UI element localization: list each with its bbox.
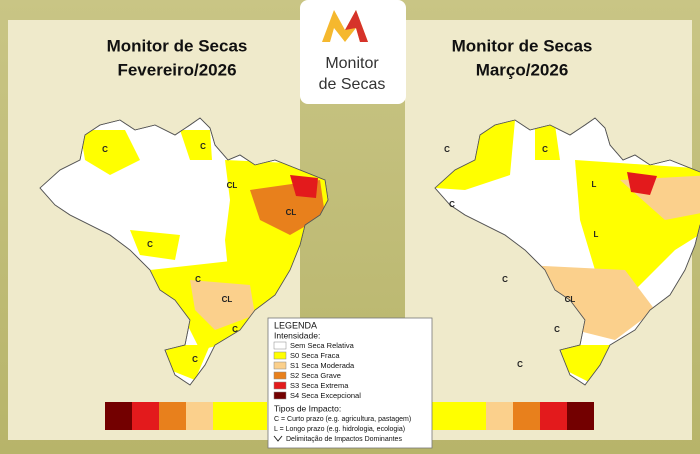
- map-title: Monitor de Secas: [452, 36, 593, 55]
- logo-mark: [345, 10, 368, 42]
- impact-label: C: [542, 145, 548, 154]
- impact-label: C: [554, 325, 560, 334]
- legend-label: S2 Seca Grave: [290, 371, 341, 380]
- map-title: Monitor de Secas: [107, 36, 248, 55]
- impact-label: CL: [565, 295, 576, 304]
- logo-text: de Secas: [319, 76, 386, 93]
- bar-segment: [459, 402, 486, 430]
- bar-segment: [432, 402, 459, 430]
- legend-swatch: [273, 371, 287, 380]
- color-bar: [105, 402, 594, 430]
- impact-label: C: [232, 325, 238, 334]
- bar-segment: [486, 402, 513, 430]
- legend-label: S0 Seca Fraca: [290, 351, 340, 360]
- impact-label: C: [192, 355, 198, 364]
- legend-swatch: [273, 341, 287, 350]
- logo-box: [300, 0, 406, 104]
- legend-subtitle: Intensidade:: [274, 330, 320, 340]
- legend-title: LEGENDA: [274, 320, 317, 330]
- legend-label: Sem Seca Relativa: [290, 341, 355, 350]
- impact-label: C: [449, 200, 455, 209]
- impact-label: C: [517, 360, 523, 369]
- bar-segment: [213, 402, 240, 430]
- impact-label: L: [594, 230, 599, 239]
- impact-label: CL: [222, 295, 233, 304]
- impact-label: CL: [286, 208, 297, 217]
- bar-segment: [132, 402, 159, 430]
- bar-segment: [159, 402, 186, 430]
- legend-swatch: [273, 361, 287, 370]
- legend-label: S3 Seca Extrema: [290, 381, 349, 390]
- map-title: Março/2026: [476, 60, 569, 79]
- impact-label: L: [592, 180, 597, 189]
- impact-label: C: [147, 240, 153, 249]
- legend-label: S4 Seca Excepcional: [290, 391, 361, 400]
- impact-label: C: [444, 145, 450, 154]
- map-feb: [39, 117, 329, 386]
- bar-segment: [567, 402, 594, 430]
- bar-segment: [240, 402, 267, 430]
- impact-label: C: [502, 275, 508, 284]
- bar-segment: [186, 402, 213, 430]
- logo-text: Monitor: [325, 55, 379, 72]
- map-title: Fevereiro/2026: [117, 60, 236, 79]
- bar-segment: [540, 402, 567, 430]
- legend-label: S1 Seca Moderada: [290, 361, 355, 370]
- bar-segment: [105, 402, 132, 430]
- legend-swatch: [273, 391, 287, 400]
- impact-label: C: [200, 142, 206, 151]
- impact-item: L = Longo prazo (e.g. hidrologia, ecolog…: [274, 426, 405, 433]
- legend-swatch: [273, 351, 287, 360]
- delimitation-icon: [273, 435, 283, 442]
- bar-segment: [513, 402, 540, 430]
- legend-box: [267, 317, 433, 449]
- impact-label: C: [102, 145, 108, 154]
- impact-item: C = Curto prazo (e.g. agricultura, pasta…: [274, 416, 411, 423]
- impact-label: C: [195, 275, 201, 284]
- impact-item: Delimitação de Impactos Dominantes: [286, 436, 402, 443]
- impact-label: CL: [227, 181, 238, 190]
- legend-swatch: [273, 381, 287, 390]
- impact-title: Tipos de Impacto:: [274, 403, 341, 413]
